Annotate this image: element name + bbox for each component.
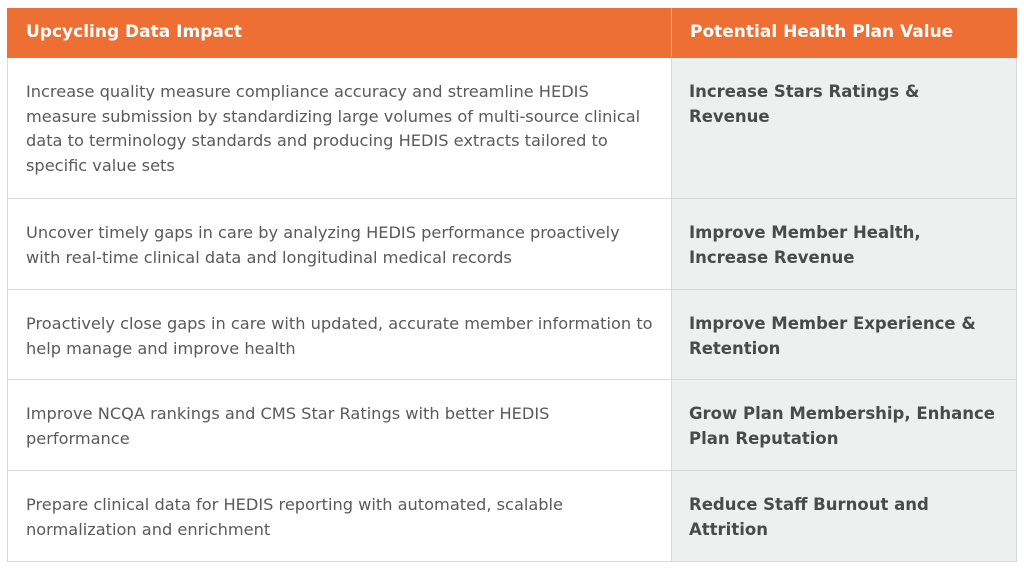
value-cell: Improve Member Experience & Retention: [671, 289, 1017, 380]
table-row: Proactively close gaps in care with upda…: [7, 289, 1017, 380]
impact-cell: Prepare clinical data for HEDIS reportin…: [7, 470, 672, 562]
impact-value-table: Upcycling Data Impact Potential Health P…: [7, 8, 1017, 562]
impact-cell: Increase quality measure compliance accu…: [7, 57, 672, 199]
value-cell: Improve Member Health, Increase Revenue: [671, 198, 1017, 290]
table-header-row: Upcycling Data Impact Potential Health P…: [7, 8, 1017, 58]
value-cell: Reduce Staff Burnout and Attrition: [671, 470, 1017, 562]
table-row: Prepare clinical data for HEDIS reportin…: [7, 470, 1017, 562]
table-row: Uncover timely gaps in care by analyzing…: [7, 198, 1017, 290]
impact-cell: Uncover timely gaps in care by analyzing…: [7, 198, 672, 290]
header-upcycling-data-impact: Upcycling Data Impact: [7, 8, 672, 58]
impact-cell: Improve NCQA rankings and CMS Star Ratin…: [7, 379, 672, 471]
value-cell: Increase Stars Ratings & Revenue: [671, 57, 1017, 199]
table-row: Increase quality measure compliance accu…: [7, 57, 1017, 199]
value-cell: Grow Plan Membership, Enhance Plan Reput…: [671, 379, 1017, 471]
header-potential-health-plan-value: Potential Health Plan Value: [671, 8, 1017, 58]
impact-cell: Proactively close gaps in care with upda…: [7, 289, 672, 380]
table-row: Improve NCQA rankings and CMS Star Ratin…: [7, 379, 1017, 471]
